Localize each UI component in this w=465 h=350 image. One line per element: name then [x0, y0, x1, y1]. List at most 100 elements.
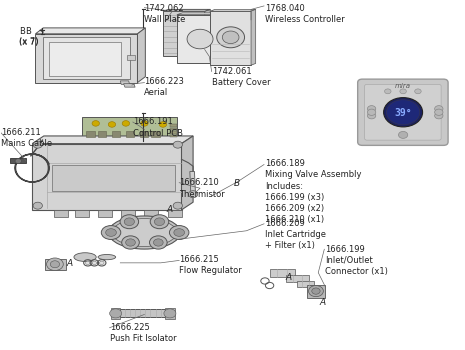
Circle shape [110, 309, 122, 318]
Circle shape [46, 258, 63, 271]
Text: 1666.225
Push Fit Isolator: 1666.225 Push Fit Isolator [110, 323, 176, 343]
Ellipse shape [74, 253, 96, 261]
Circle shape [92, 261, 97, 265]
Circle shape [173, 202, 182, 209]
Text: mira: mira [395, 83, 411, 90]
Circle shape [50, 261, 60, 268]
Ellipse shape [106, 229, 116, 236]
Circle shape [309, 286, 323, 297]
Polygon shape [251, 9, 256, 65]
Polygon shape [190, 172, 195, 193]
Circle shape [367, 106, 376, 112]
Polygon shape [10, 158, 26, 163]
Ellipse shape [122, 236, 140, 249]
Polygon shape [52, 164, 174, 191]
Ellipse shape [112, 219, 177, 246]
Polygon shape [45, 259, 66, 270]
Circle shape [173, 141, 182, 148]
Circle shape [164, 309, 176, 318]
Circle shape [415, 89, 421, 94]
Circle shape [217, 27, 245, 48]
Text: 1666.210
Thermistor: 1666.210 Thermistor [179, 178, 225, 198]
Polygon shape [163, 9, 210, 11]
Polygon shape [165, 308, 174, 318]
Polygon shape [138, 28, 146, 83]
Text: 1742.062
Wall Plate: 1742.062 Wall Plate [145, 4, 186, 24]
Circle shape [222, 31, 239, 43]
Polygon shape [124, 84, 135, 87]
Text: 1666.199
Inlet/Outlet
Connector (x1): 1666.199 Inlet/Outlet Connector (x1) [325, 245, 388, 276]
Text: B: B [234, 179, 240, 188]
Polygon shape [120, 309, 165, 317]
Bar [86, 131, 95, 136]
Ellipse shape [101, 225, 121, 239]
Circle shape [312, 288, 320, 294]
Text: A: A [66, 259, 73, 268]
Circle shape [399, 131, 408, 138]
Circle shape [15, 159, 21, 163]
Bar [152, 131, 159, 136]
Ellipse shape [108, 216, 180, 249]
Polygon shape [32, 136, 193, 144]
Polygon shape [43, 37, 130, 79]
Circle shape [367, 113, 376, 119]
Text: 39°: 39° [394, 108, 412, 118]
Polygon shape [167, 210, 181, 217]
Circle shape [33, 141, 42, 148]
FancyBboxPatch shape [365, 84, 441, 140]
Polygon shape [205, 9, 210, 56]
Ellipse shape [153, 239, 163, 246]
Polygon shape [163, 11, 205, 56]
Text: B
(x 7): B (x 7) [19, 27, 38, 46]
Bar [140, 131, 148, 136]
Bar [126, 131, 134, 136]
Text: 1666.223
Aerial: 1666.223 Aerial [145, 77, 184, 98]
Circle shape [435, 106, 443, 112]
Circle shape [86, 261, 90, 265]
Polygon shape [307, 285, 325, 298]
Polygon shape [210, 11, 251, 65]
Text: 1666.215
Flow Regulator: 1666.215 Flow Regulator [179, 255, 242, 275]
Polygon shape [75, 210, 89, 217]
Polygon shape [121, 210, 135, 217]
Bar [112, 131, 120, 136]
Text: 1666.209
Inlet Cartridge
+ Filter (x1): 1666.209 Inlet Cartridge + Filter (x1) [265, 219, 326, 250]
Bar [170, 125, 177, 127]
Bar [270, 269, 295, 277]
Text: 1742.061
Battery Cover: 1742.061 Battery Cover [212, 67, 270, 87]
Circle shape [108, 122, 116, 127]
Polygon shape [82, 118, 177, 140]
Circle shape [159, 122, 166, 127]
Polygon shape [223, 13, 229, 63]
Text: A: A [320, 298, 326, 307]
Polygon shape [49, 42, 121, 76]
Polygon shape [177, 13, 229, 15]
Ellipse shape [154, 218, 165, 225]
Bar [286, 275, 309, 282]
Polygon shape [32, 144, 181, 210]
Circle shape [400, 89, 406, 94]
Circle shape [435, 109, 443, 116]
Polygon shape [181, 136, 193, 210]
Text: A: A [167, 205, 173, 214]
Ellipse shape [124, 218, 134, 225]
Text: A: A [285, 273, 291, 282]
FancyBboxPatch shape [358, 79, 448, 145]
Ellipse shape [150, 215, 169, 229]
Polygon shape [127, 55, 135, 60]
Polygon shape [145, 210, 158, 217]
Ellipse shape [174, 229, 185, 236]
Bar [98, 131, 106, 136]
Polygon shape [35, 34, 138, 83]
Polygon shape [35, 28, 146, 34]
Circle shape [386, 100, 420, 125]
Ellipse shape [98, 254, 116, 260]
Bar [170, 131, 177, 134]
Circle shape [100, 261, 104, 265]
Bar [170, 128, 177, 131]
Circle shape [188, 191, 198, 198]
Polygon shape [120, 81, 130, 84]
Text: 1768.040
Wireless Controller: 1768.040 Wireless Controller [265, 4, 345, 24]
Polygon shape [111, 308, 120, 318]
Bar [298, 281, 313, 287]
